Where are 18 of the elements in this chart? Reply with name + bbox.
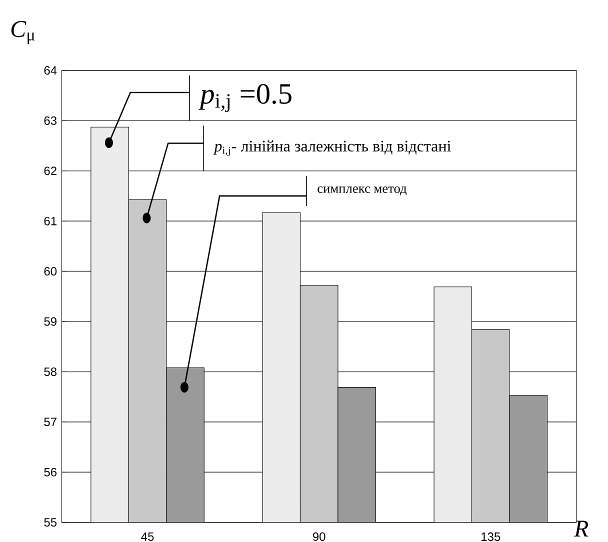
y-tick-label: 61 <box>44 216 56 226</box>
y-tick-label: 63 <box>44 116 57 125</box>
text: p$_{i,j}$ =0.5 <box>198 84 292 112</box>
text: p$_{i,j}$- лінійна залежність від відстані <box>213 140 451 156</box>
x-tick-label: 45 <box>141 532 154 541</box>
x-tick-label: 135 <box>482 532 500 541</box>
y-axis-title: C$_{μ}$ <box>11 21 35 44</box>
y-tick-label: 62 <box>44 166 56 176</box>
x-axis-title: R <box>574 520 588 537</box>
y-tick-label: 59 <box>44 317 56 326</box>
text: симплекс метод <box>318 186 407 196</box>
y-tick-label: 55 <box>44 518 57 527</box>
x-tick-label: 90 <box>312 532 326 541</box>
y-tick-label: 60 <box>44 267 57 276</box>
y-tick-label: 57 <box>44 418 56 426</box>
y-tick-label: 58 <box>44 367 57 376</box>
y-tick-label: 56 <box>44 468 57 476</box>
y-tick-label: 64 <box>44 66 57 75</box>
